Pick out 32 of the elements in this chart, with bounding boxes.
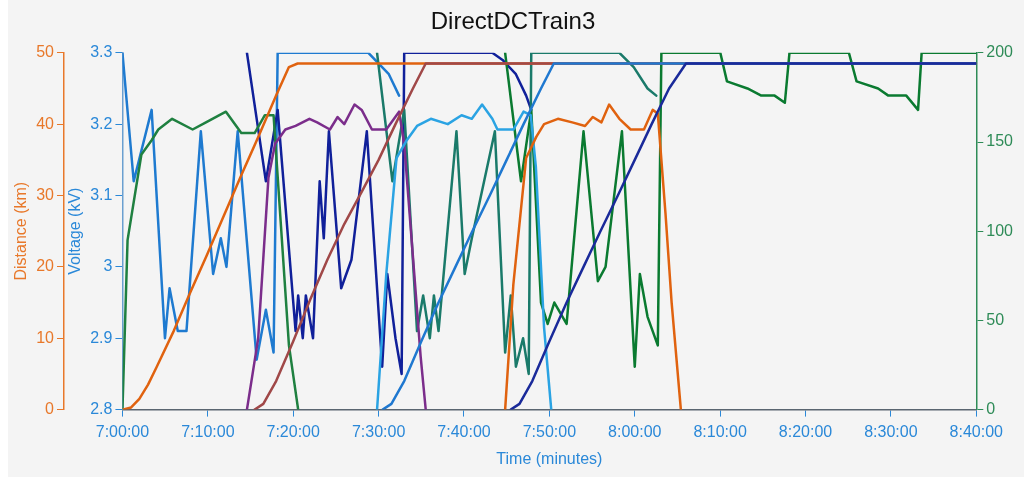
x-tick-label: 8:20:00 <box>778 422 833 440</box>
y-tick-label: 0 <box>45 400 55 418</box>
x-tick-label: 8:00:00 <box>608 422 662 440</box>
y2-tick-label: 2.8 <box>90 400 113 418</box>
y-tick-label: 50 <box>36 43 55 61</box>
y-tick-label: 40 <box>36 114 55 132</box>
y2-tick-label: 3.3 <box>90 43 113 61</box>
y-tick-label: 30 <box>36 185 55 203</box>
x-tick-label: 7:00:00 <box>95 422 150 440</box>
y-axis-title: Distance (km) <box>12 181 30 281</box>
y2-tick-label: 3.1 <box>90 185 113 203</box>
chart-title: DirectDCTrain3 <box>430 7 596 35</box>
y3-tick-label: 0 <box>986 400 996 418</box>
x-axis-title: Time (minutes) <box>496 449 603 467</box>
x-tick-label: 8:10:00 <box>693 422 747 440</box>
x-tick-label: 7:30:00 <box>351 422 406 440</box>
x-tick-label: 8:40:00 <box>949 422 1004 440</box>
x-tick-label: 7:40:00 <box>437 422 491 440</box>
y3-tick-label: 50 <box>986 310 1005 328</box>
y-tick-label: 10 <box>36 328 55 346</box>
y2-tick-label: 3.2 <box>90 114 113 132</box>
y-tick-label: 20 <box>36 257 55 275</box>
x-tick-label: 7:50:00 <box>522 422 577 440</box>
y3-tick-label: 150 <box>986 132 1014 150</box>
y3-tick-label: 200 <box>986 43 1014 61</box>
y2-tick-label: 3 <box>103 257 113 275</box>
x-tick-label: 8:30:00 <box>864 422 918 440</box>
y3-tick-label: 100 <box>986 221 1014 239</box>
x-tick-label: 7:10:00 <box>181 422 235 440</box>
y2-axis-title: Voltage (kV) <box>66 187 83 275</box>
y2-tick-label: 2.9 <box>90 328 113 346</box>
x-tick-label: 7:20:00 <box>266 422 320 440</box>
